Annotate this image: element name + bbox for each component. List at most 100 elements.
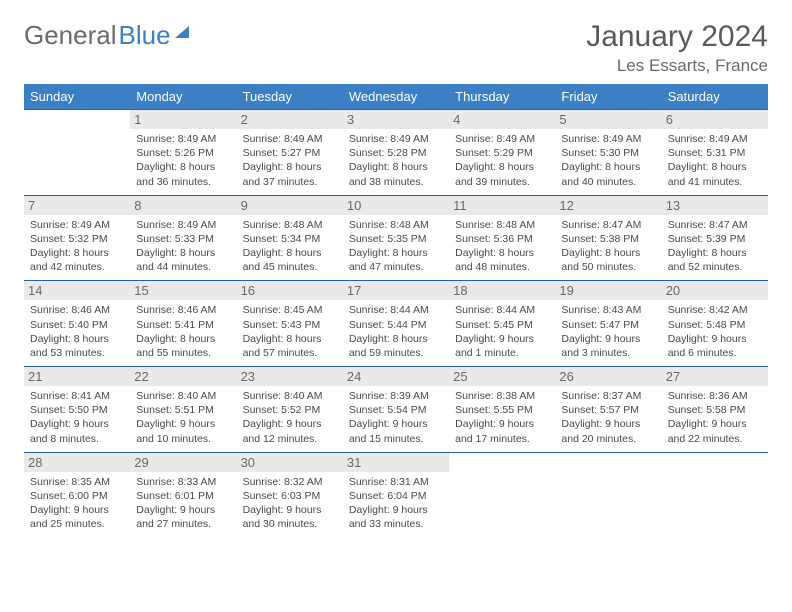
daylight1-line: Daylight: 9 hours: [243, 503, 337, 517]
day-info: Sunrise: 8:40 AMSunset: 5:52 PMDaylight:…: [243, 389, 337, 446]
sunset-line: Sunset: 5:48 PM: [668, 318, 762, 332]
daylight1-line: Daylight: 9 hours: [136, 417, 230, 431]
daylight1-line: Daylight: 9 hours: [349, 503, 443, 517]
calendar-day-cell: [662, 452, 768, 537]
daylight2-line: and 37 minutes.: [243, 175, 337, 189]
day-number: 19: [555, 281, 661, 300]
daylight1-line: Daylight: 8 hours: [349, 246, 443, 260]
daylight2-line: and 10 minutes.: [136, 432, 230, 446]
daylight1-line: Daylight: 9 hours: [455, 417, 549, 431]
calendar-day-cell: 7Sunrise: 8:49 AMSunset: 5:32 PMDaylight…: [24, 195, 130, 281]
calendar-day-cell: 4Sunrise: 8:49 AMSunset: 5:29 PMDaylight…: [449, 110, 555, 196]
day-number: 28: [24, 453, 130, 472]
daylight2-line: and 12 minutes.: [243, 432, 337, 446]
calendar-day-cell: 22Sunrise: 8:40 AMSunset: 5:51 PMDayligh…: [130, 367, 236, 453]
day-info: Sunrise: 8:49 AMSunset: 5:33 PMDaylight:…: [136, 218, 230, 275]
sunset-line: Sunset: 5:29 PM: [455, 146, 549, 160]
calendar-day-cell: 25Sunrise: 8:38 AMSunset: 5:55 PMDayligh…: [449, 367, 555, 453]
calendar-day-cell: [449, 452, 555, 537]
sunset-line: Sunset: 5:33 PM: [136, 232, 230, 246]
logo-text-1: General: [24, 20, 117, 51]
day-info: Sunrise: 8:45 AMSunset: 5:43 PMDaylight:…: [243, 303, 337, 360]
day-info: Sunrise: 8:44 AMSunset: 5:44 PMDaylight:…: [349, 303, 443, 360]
day-number: 22: [130, 367, 236, 386]
daylight1-line: Daylight: 8 hours: [30, 332, 124, 346]
daylight1-line: Daylight: 9 hours: [243, 417, 337, 431]
daylight1-line: Daylight: 9 hours: [668, 417, 762, 431]
day-number: 7: [24, 196, 130, 215]
day-number: 31: [343, 453, 449, 472]
sunset-line: Sunset: 5:34 PM: [243, 232, 337, 246]
daylight2-line: and 50 minutes.: [561, 260, 655, 274]
day-info: Sunrise: 8:39 AMSunset: 5:54 PMDaylight:…: [349, 389, 443, 446]
sunrise-line: Sunrise: 8:48 AM: [243, 218, 337, 232]
sunrise-line: Sunrise: 8:37 AM: [561, 389, 655, 403]
weekday-header: Monday: [130, 84, 236, 110]
sunset-line: Sunset: 5:28 PM: [349, 146, 443, 160]
daylight2-line: and 25 minutes.: [30, 517, 124, 531]
day-number: 24: [343, 367, 449, 386]
calendar-day-cell: 2Sunrise: 8:49 AMSunset: 5:27 PMDaylight…: [237, 110, 343, 196]
daylight2-line: and 52 minutes.: [668, 260, 762, 274]
sunset-line: Sunset: 5:47 PM: [561, 318, 655, 332]
weekday-header: Thursday: [449, 84, 555, 110]
calendar-day-cell: [24, 110, 130, 196]
daylight2-line: and 45 minutes.: [243, 260, 337, 274]
calendar-day-cell: 19 Sunrise: 8:43 AMSunset: 5:47 PMDayligh…: [555, 281, 661, 367]
calendar-week-row: 28Sunrise: 8:35 AMSunset: 6:00 PMDayligh…: [24, 452, 768, 537]
calendar-day-cell: 31Sunrise: 8:31 AMSunset: 6:04 PMDayligh…: [343, 452, 449, 537]
day-number: 18: [449, 281, 555, 300]
sunrise-line: Sunrise: 8:49 AM: [136, 218, 230, 232]
day-number: 17: [343, 281, 449, 300]
daylight1-line: Daylight: 8 hours: [30, 246, 124, 260]
daylight1-line: Daylight: 8 hours: [455, 246, 549, 260]
logo: GeneralBlue: [24, 20, 189, 51]
sunrise-line: Sunrise: 8:40 AM: [136, 389, 230, 403]
daylight2-line: and 36 minutes.: [136, 175, 230, 189]
day-info: Sunrise: 8:43 AMSunset: 5:47 PMDaylight:…: [561, 303, 655, 360]
sunrise-line: Sunrise: 8:46 AM: [30, 303, 124, 317]
daylight2-line: and 30 minutes.: [243, 517, 337, 531]
calendar-table: Sunday Monday Tuesday Wednesday Thursday…: [24, 84, 768, 537]
sunset-line: Sunset: 5:40 PM: [30, 318, 124, 332]
sunset-line: Sunset: 5:57 PM: [561, 403, 655, 417]
sunset-line: Sunset: 5:41 PM: [136, 318, 230, 332]
sunset-line: Sunset: 6:00 PM: [30, 489, 124, 503]
day-info: Sunrise: 8:41 AMSunset: 5:50 PMDaylight:…: [30, 389, 124, 446]
month-title: January 2024: [586, 20, 768, 54]
sail-icon: [175, 26, 189, 38]
calendar-day-cell: 28Sunrise: 8:35 AMSunset: 6:00 PMDayligh…: [24, 452, 130, 537]
calendar-day-cell: 6Sunrise: 8:49 AMSunset: 5:31 PMDaylight…: [662, 110, 768, 196]
daylight1-line: Daylight: 8 hours: [668, 160, 762, 174]
sunset-line: Sunset: 5:31 PM: [668, 146, 762, 160]
sunrise-line: Sunrise: 8:47 AM: [668, 218, 762, 232]
daylight2-line: and 20 minutes.: [561, 432, 655, 446]
calendar-day-cell: 16 Sunrise: 8:45 AMSunset: 5:43 PMDayligh…: [237, 281, 343, 367]
calendar-day-cell: 13Sunrise: 8:47 AMSunset: 5:39 PMDayligh…: [662, 195, 768, 281]
day-info: Sunrise: 8:42 AMSunset: 5:48 PMDaylight:…: [668, 303, 762, 360]
sunrise-line: Sunrise: 8:39 AM: [349, 389, 443, 403]
daylight2-line: and 38 minutes.: [349, 175, 443, 189]
day-info: Sunrise: 8:47 AMSunset: 5:39 PMDaylight:…: [668, 218, 762, 275]
sunset-line: Sunset: 5:30 PM: [561, 146, 655, 160]
day-number: 14: [24, 281, 130, 300]
daylight1-line: Daylight: 8 hours: [455, 160, 549, 174]
sunrise-line: Sunrise: 8:44 AM: [455, 303, 549, 317]
day-number: 6: [662, 110, 768, 129]
calendar-day-cell: 23Sunrise: 8:40 AMSunset: 5:52 PMDayligh…: [237, 367, 343, 453]
daylight2-line: and 6 minutes.: [668, 346, 762, 360]
daylight2-line: and 48 minutes.: [455, 260, 549, 274]
calendar-day-cell: 9Sunrise: 8:48 AMSunset: 5:34 PMDaylight…: [237, 195, 343, 281]
title-block: January 2024 Les Essarts, France: [586, 20, 768, 76]
day-number: 15: [130, 281, 236, 300]
calendar-day-cell: 24 Sunrise: 8:39 AMSunset: 5:54 PMDayligh…: [343, 367, 449, 453]
calendar-day-cell: 5Sunrise: 8:49 AMSunset: 5:30 PMDaylight…: [555, 110, 661, 196]
sunset-line: Sunset: 6:03 PM: [243, 489, 337, 503]
day-number: 16: [237, 281, 343, 300]
weekday-header: Saturday: [662, 84, 768, 110]
daylight2-line: and 27 minutes.: [136, 517, 230, 531]
daylight1-line: Daylight: 9 hours: [561, 417, 655, 431]
daylight2-line: and 42 minutes.: [30, 260, 124, 274]
calendar-day-cell: 27Sunrise: 8:36 AMSunset: 5:58 PMDayligh…: [662, 367, 768, 453]
weekday-header: Wednesday: [343, 84, 449, 110]
